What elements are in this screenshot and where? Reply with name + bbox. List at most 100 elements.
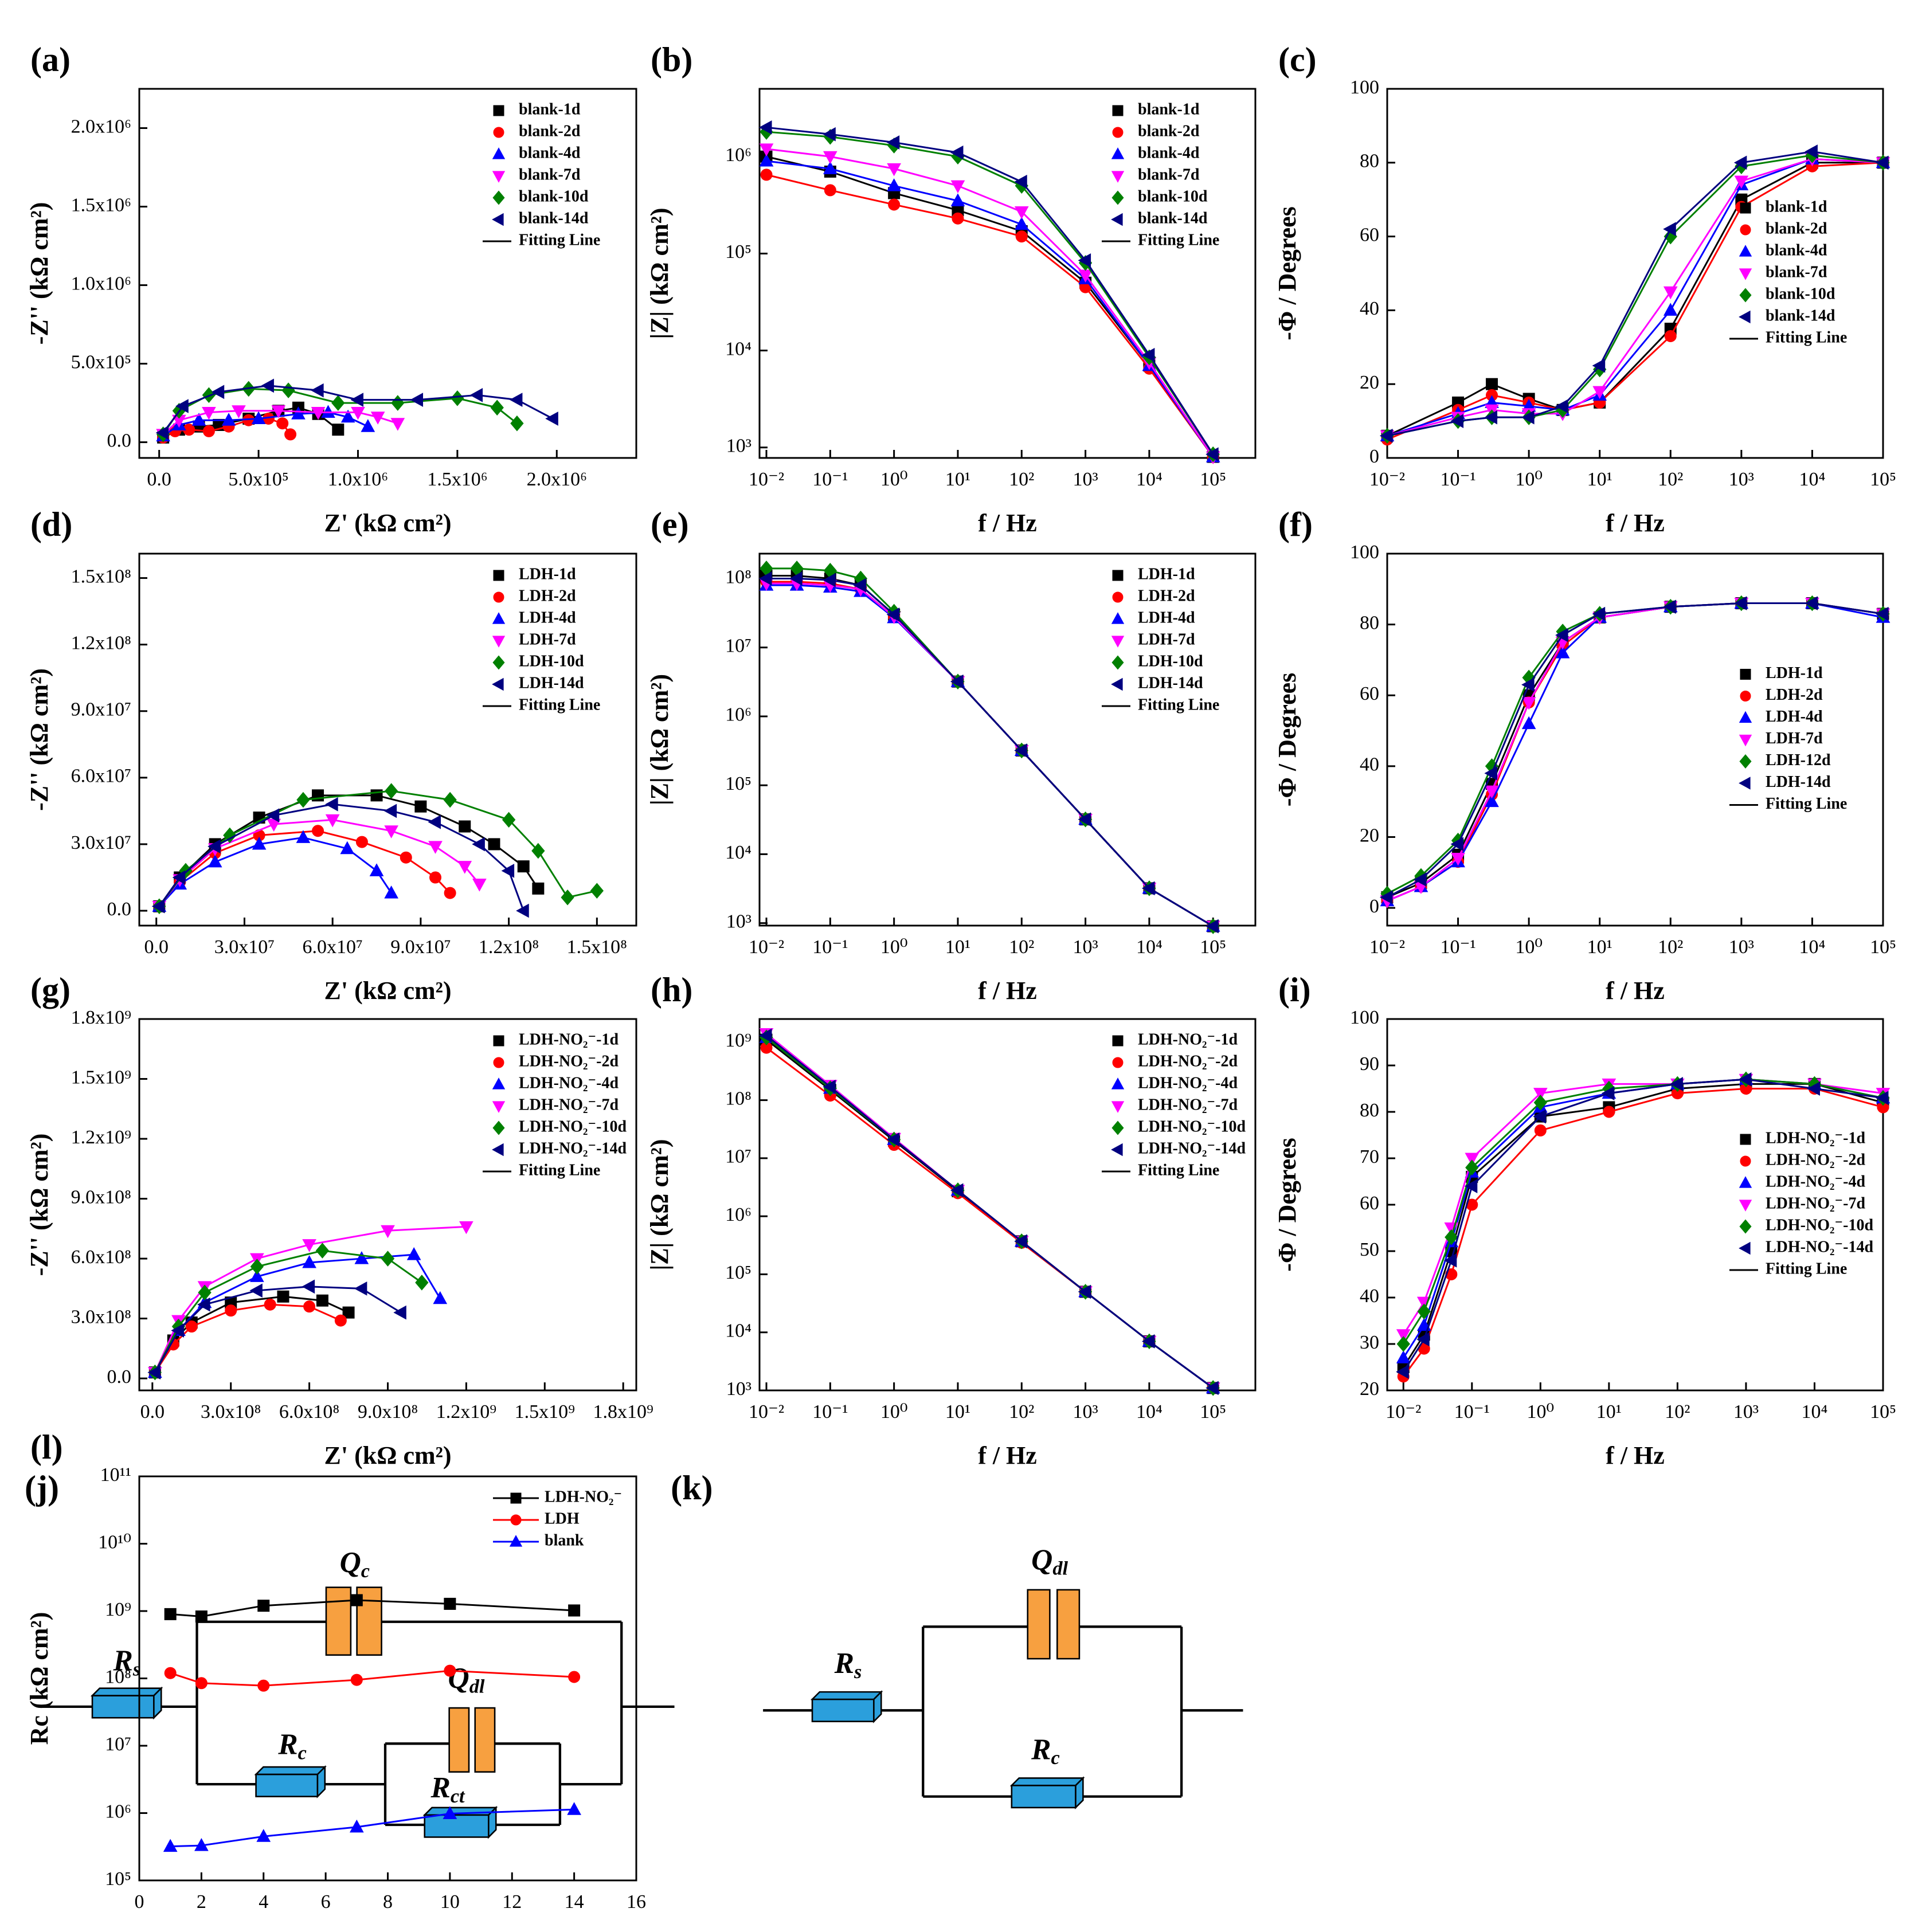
x-tick-label: 9.0x10⁷ [390, 936, 451, 958]
marker [414, 800, 427, 813]
marker [950, 1183, 964, 1198]
marker [1014, 174, 1027, 189]
y-tick-label: 10⁵ [725, 241, 751, 262]
marker [1417, 1303, 1431, 1320]
x-axis-label: f / Hz [1606, 977, 1665, 1005]
marker [823, 161, 837, 174]
marker [1521, 410, 1535, 425]
legend-marker [1112, 127, 1124, 138]
legend-label: LDH-1d [519, 565, 576, 583]
y-tick-label: 10³ [726, 436, 751, 457]
marker [853, 578, 866, 593]
legend-label: LDH-NO₂⁻-7d [1138, 1096, 1238, 1114]
x-tick-label: 10⁵ [1200, 1401, 1226, 1422]
marker [261, 378, 274, 393]
marker [823, 573, 836, 587]
legend-marker [1739, 711, 1752, 723]
legend-marker [1740, 224, 1751, 236]
marker [1413, 872, 1427, 887]
x-tick-label: 10³ [1733, 1401, 1759, 1422]
legend-marker [1740, 1134, 1751, 1145]
x-tick-label: 1.5x10⁸ [567, 936, 627, 958]
marker [164, 1667, 177, 1679]
legend-label: blank-14d [1766, 307, 1835, 324]
marker [390, 418, 405, 431]
marker [249, 1283, 263, 1298]
x-tick-label: 3.0x10⁷ [214, 936, 275, 958]
marker [147, 1365, 161, 1380]
y-tick-label: 5.0x10⁵ [71, 351, 131, 373]
marker [1379, 890, 1393, 904]
marker [252, 836, 267, 850]
x-tick-label: 0.0 [147, 469, 171, 490]
legend-label: Fitting Line [1766, 1260, 1847, 1277]
legend-marker [1739, 777, 1751, 790]
y-tick-label: 10⁴ [725, 338, 751, 359]
x-tick-label: 0.0 [140, 1401, 165, 1422]
legend-label: LDH-1d [1766, 664, 1823, 682]
series-line [158, 803, 525, 911]
subscript: c [361, 1560, 370, 1582]
marker [1733, 155, 1747, 170]
legend-label: blank-2d [1138, 122, 1200, 140]
marker [451, 390, 464, 406]
legend-label: Fitting Line [1766, 328, 1847, 346]
x-tick-label: 10² [1658, 469, 1683, 490]
legend-marker [1111, 190, 1124, 205]
marker [185, 1320, 198, 1333]
panel-label: (l) [30, 1428, 63, 1466]
legend-marker [1739, 1241, 1751, 1255]
marker [384, 783, 398, 799]
marker [351, 407, 365, 420]
legend-label: LDH-14d [519, 674, 584, 692]
legend-marker [1739, 310, 1751, 324]
marker [1534, 1124, 1547, 1137]
x-tick-label: 10⁴ [1799, 936, 1825, 958]
x-axis-label: Z' (kΩ cm²) [324, 509, 452, 537]
legend-marker [492, 1120, 505, 1135]
series-line [170, 1808, 574, 1848]
marker [175, 399, 189, 413]
plot-frame [758, 552, 1257, 927]
x-tick-label: 6 [321, 1891, 331, 1913]
marker [1663, 303, 1678, 316]
legend-label: blank-4d [519, 144, 581, 162]
marker [271, 405, 286, 418]
marker [155, 425, 169, 440]
marker [257, 1679, 270, 1692]
marker [355, 836, 368, 848]
marker [531, 842, 545, 859]
y-tick-label: 10³ [726, 911, 751, 932]
marker [488, 838, 500, 851]
legend-label: LDH-2d [1766, 686, 1823, 704]
y-tick-label: 10⁸ [725, 566, 751, 587]
legend-marker [492, 636, 506, 648]
legend-marker [1739, 754, 1752, 769]
legend-marker [1112, 570, 1124, 581]
marker [1450, 414, 1464, 428]
marker [789, 571, 803, 586]
y-tick-label: 60 [1360, 1193, 1379, 1214]
marker [950, 180, 965, 194]
x-tick-label: 10⁵ [1200, 936, 1226, 958]
x-tick-label: 0.0 [144, 936, 169, 958]
marker [886, 608, 900, 622]
legend-label: LDH-10d [519, 652, 584, 670]
marker [428, 814, 441, 829]
legend-marker [510, 1492, 522, 1504]
panel-label: (f) [1278, 505, 1313, 543]
y-tick-label: 100 [1350, 1007, 1379, 1028]
legend-label: LDH-2d [519, 587, 576, 605]
legend-label: LDH-NO₂⁻-10d [1138, 1118, 1246, 1135]
marker [163, 1839, 178, 1852]
marker [370, 412, 385, 425]
marker [1521, 697, 1536, 710]
marker [393, 1305, 406, 1320]
y-tick-label: 10⁸ [105, 1666, 131, 1687]
marker [568, 1671, 581, 1683]
x-tick-label: 10¹ [945, 936, 970, 958]
y-tick-label: 10⁶ [105, 1801, 131, 1822]
capacitor [1027, 1589, 1081, 1660]
marker [457, 861, 472, 874]
plot-frame [1386, 552, 1884, 927]
